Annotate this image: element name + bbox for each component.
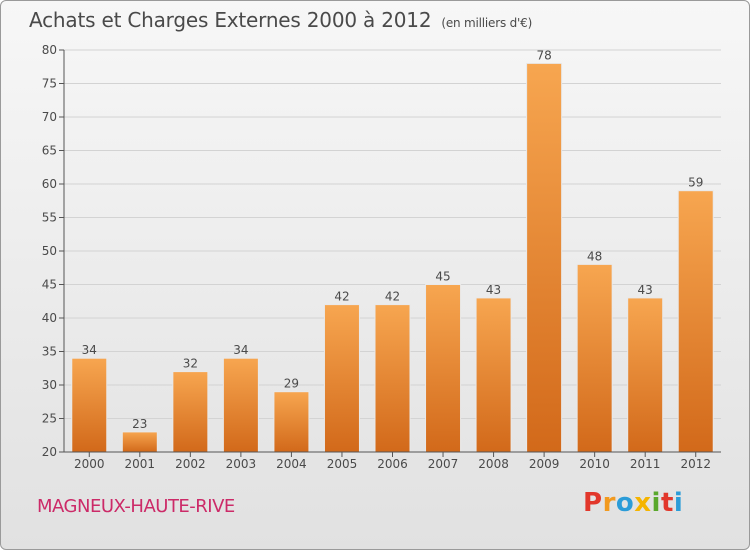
bar xyxy=(425,284,462,453)
chart-title-text: Achats et Charges Externes 2000 à 2012 xyxy=(29,8,432,32)
bar-value-label: 42 xyxy=(385,290,400,304)
bar xyxy=(677,190,714,453)
logo-letter: t xyxy=(660,488,674,518)
y-tick-label: 65 xyxy=(42,144,57,158)
x-tick-label: 2009 xyxy=(529,457,560,471)
proxiti-logo: Proxiti xyxy=(583,488,683,518)
bar xyxy=(71,357,108,453)
bar-value-label: 23 xyxy=(132,417,147,431)
bar-value-label: 45 xyxy=(435,270,450,284)
x-tick-label: 2002 xyxy=(175,457,206,471)
logo-letter: i xyxy=(651,488,661,518)
y-tick-label: 50 xyxy=(42,244,57,258)
bar xyxy=(374,304,411,453)
bar xyxy=(273,391,310,453)
bars: 34 23 32 34 29 42 42 45 43 78 48 43 59 xyxy=(71,48,714,453)
x-tick-label: 2012 xyxy=(680,457,711,471)
logo-letter: x xyxy=(634,488,652,518)
y-tick-label: 55 xyxy=(42,211,57,225)
bar-value-label: 42 xyxy=(334,290,349,304)
bar-value-label: 34 xyxy=(82,343,97,357)
x-tick-label: 2007 xyxy=(428,457,459,471)
logo-letter: r xyxy=(602,488,616,518)
logo-letter: i xyxy=(673,488,684,518)
bar-value-label: 59 xyxy=(688,176,703,190)
bar xyxy=(475,297,512,453)
chart-subtitle: (en milliers d'€) xyxy=(441,16,533,30)
logo-letter: o xyxy=(615,488,635,518)
commune-name: MAGNEUX-HAUTE-RIVE xyxy=(37,496,235,517)
x-tick-label: 2006 xyxy=(377,457,408,471)
x-tick-label: 2001 xyxy=(125,457,156,471)
bar xyxy=(526,62,563,453)
y-tick-label: 80 xyxy=(42,43,57,57)
y-tick-label: 25 xyxy=(42,412,57,426)
y-tick-label: 30 xyxy=(42,378,57,392)
x-tick-label: 2003 xyxy=(226,457,257,471)
bar-value-label: 34 xyxy=(233,343,248,357)
bar-value-label: 48 xyxy=(587,249,602,263)
x-tick-label: 2011 xyxy=(630,457,661,471)
bar xyxy=(121,431,158,453)
x-tick-label: 2010 xyxy=(579,457,610,471)
bar-value-label: 29 xyxy=(284,377,299,391)
y-tick-label: 35 xyxy=(42,345,57,359)
chart-title: Achats et Charges Externes 2000 à 2012 (e… xyxy=(29,8,532,32)
bar xyxy=(576,263,613,453)
bar-value-label: 43 xyxy=(486,283,501,297)
y-tick-label: 70 xyxy=(42,110,57,124)
bar-value-label: 43 xyxy=(638,283,653,297)
bar xyxy=(323,304,360,453)
bar xyxy=(222,357,259,453)
axes: 20 25 30 35 40 45 50 55 60 65 70 75 80 2000 2001 2002 20… xyxy=(42,43,721,471)
bar xyxy=(172,371,209,453)
bar-value-label: 78 xyxy=(536,48,551,62)
y-tick-label: 45 xyxy=(42,278,57,292)
y-tick-label: 75 xyxy=(42,77,57,91)
x-tick-label: 2004 xyxy=(276,457,307,471)
logo-letter: P xyxy=(583,488,603,518)
y-tick-label: 20 xyxy=(42,445,57,459)
x-tick-label: 2005 xyxy=(327,457,358,471)
bar xyxy=(627,297,664,453)
x-tick-label: 2008 xyxy=(478,457,509,471)
y-tick-label: 60 xyxy=(42,177,57,191)
x-tick-label: 2000 xyxy=(74,457,105,471)
bar-value-label: 32 xyxy=(183,357,198,371)
y-tick-label: 40 xyxy=(42,311,57,325)
